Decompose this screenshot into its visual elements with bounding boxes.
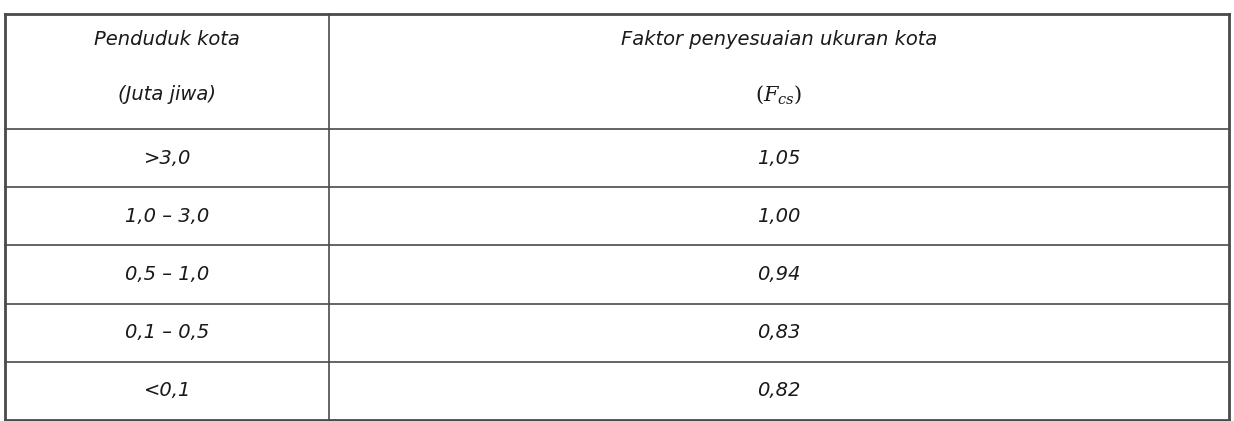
Text: 0,82: 0,82 [758, 381, 801, 400]
Text: Faktor penyesuaian ukuran kota: Faktor penyesuaian ukuran kota [621, 30, 938, 49]
Text: (Juta jiwa): (Juta jiwa) [118, 85, 216, 104]
Text: 0,94: 0,94 [758, 265, 801, 284]
Text: <0,1: <0,1 [143, 381, 191, 400]
Text: 1,0 – 3,0: 1,0 – 3,0 [125, 207, 210, 226]
Text: 1,00: 1,00 [758, 207, 801, 226]
Text: >3,0: >3,0 [143, 149, 191, 168]
Text: 0,1 – 0,5: 0,1 – 0,5 [125, 323, 210, 342]
Text: 0,83: 0,83 [758, 323, 801, 342]
Text: Penduduk kota: Penduduk kota [94, 30, 241, 49]
Text: 0,5 – 1,0: 0,5 – 1,0 [125, 265, 210, 284]
Text: 1,05: 1,05 [758, 149, 801, 168]
Text: $(F_{cs})$: $(F_{cs})$ [755, 83, 803, 106]
